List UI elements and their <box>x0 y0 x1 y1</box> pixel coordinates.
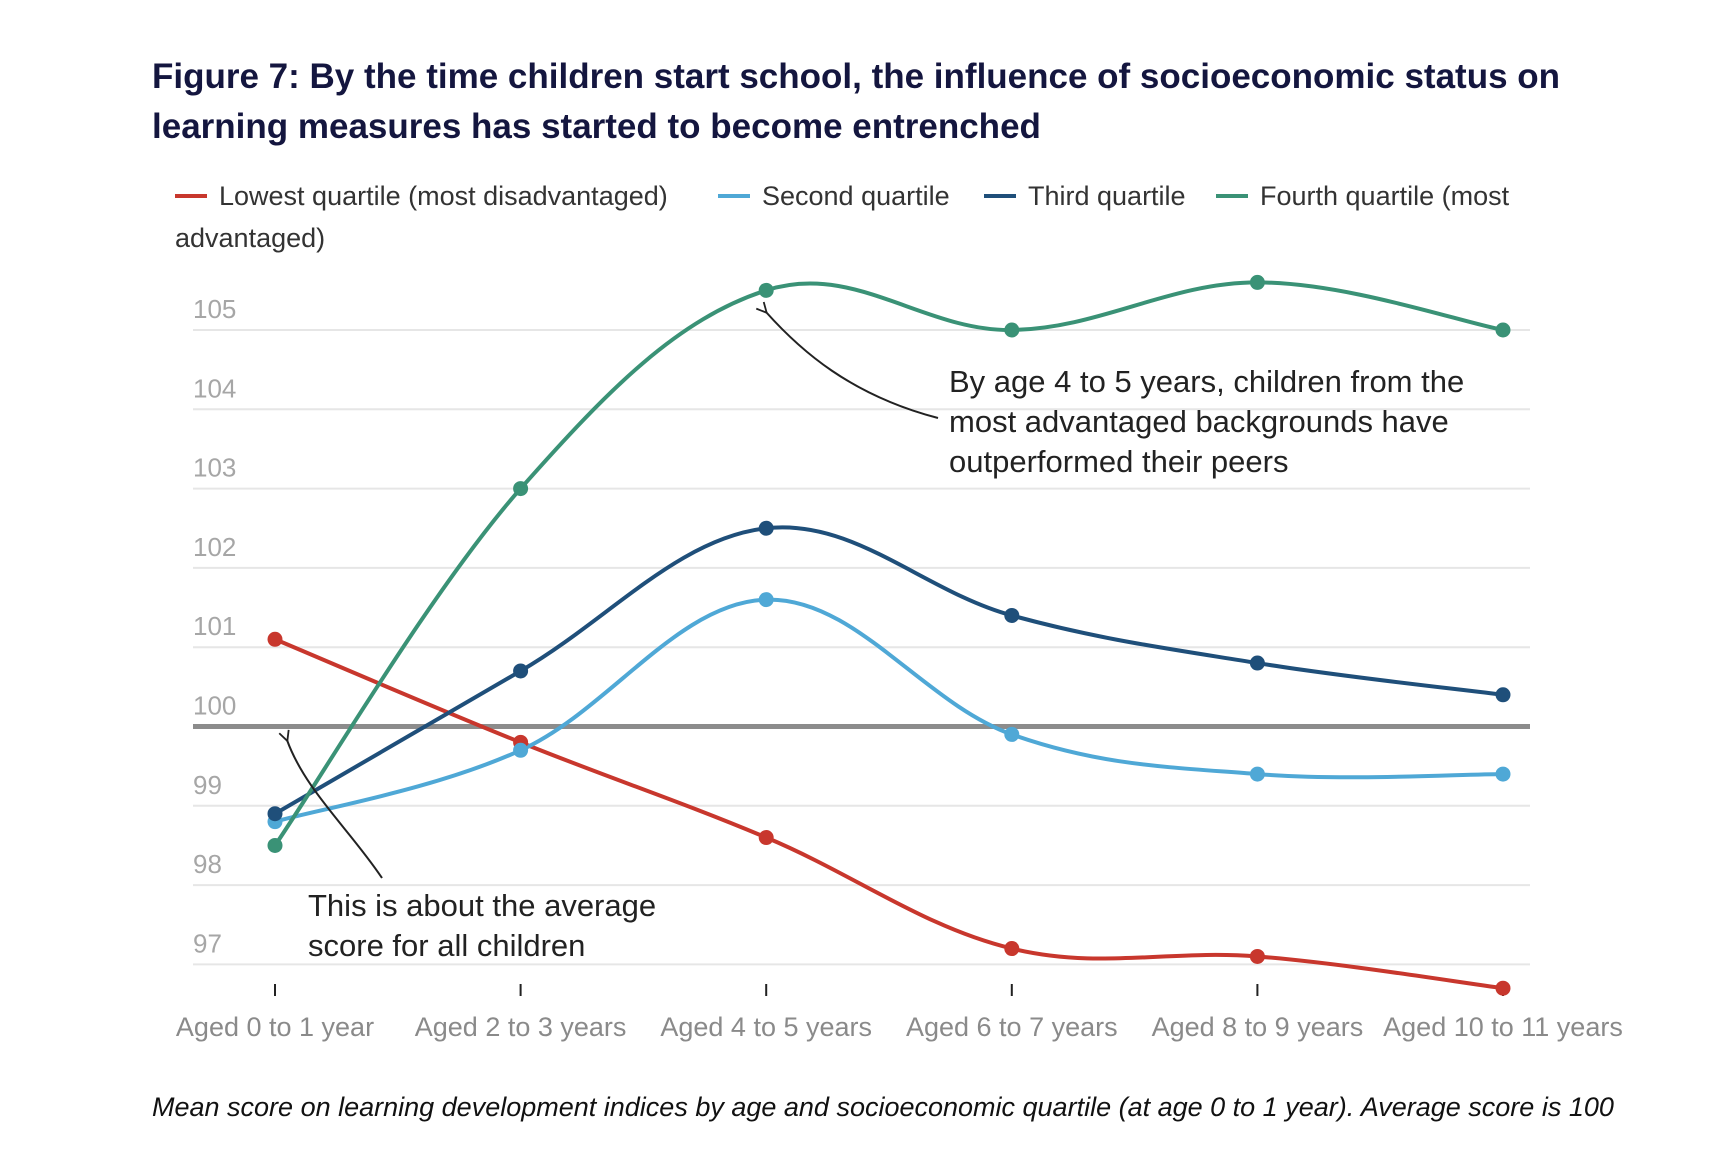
x-tick-label: Aged 4 to 5 years <box>660 1012 872 1042</box>
series-line-1 <box>273 597 1505 824</box>
y-axis: 97 98 99 100 101 102 103 104 105 <box>193 294 236 958</box>
data-point <box>1495 980 1511 996</box>
data-point <box>1249 655 1265 671</box>
data-point <box>1004 941 1020 957</box>
y-tick-label: 97 <box>193 928 222 958</box>
data-point <box>1495 322 1511 338</box>
chart-caption: Mean score on learning development indic… <box>152 1092 1614 1122</box>
y-tick-label: 100 <box>193 691 236 721</box>
data-point <box>758 830 774 846</box>
y-tick-label: 99 <box>193 770 222 800</box>
legend-label-wrap: advantaged) <box>175 223 325 253</box>
legend-label: Third quartile <box>1028 181 1186 211</box>
annotation-average: This is about the average score for all … <box>308 888 665 963</box>
data-point <box>758 520 774 536</box>
series-line-2 <box>273 525 1505 816</box>
series-line-0 <box>273 637 1505 991</box>
annotation-arrow-advantaged <box>766 312 939 419</box>
x-axis: Aged 0 to 1 year Aged 2 to 3 years Aged 4 … <box>176 984 1623 1042</box>
data-point <box>1249 274 1265 290</box>
data-point <box>1004 607 1020 623</box>
data-point <box>1004 726 1020 742</box>
data-point <box>1249 766 1265 782</box>
y-tick-label: 104 <box>193 373 236 403</box>
x-tick-label: Aged 0 to 1 year <box>176 1012 374 1042</box>
x-tick-label: Aged 2 to 3 years <box>415 1012 627 1042</box>
data-point <box>758 282 774 298</box>
data-point <box>758 592 774 608</box>
annotations: By age 4 to 5 years, children from the m… <box>287 312 1473 963</box>
y-tick-label: 105 <box>193 294 236 324</box>
data-points <box>267 274 1511 996</box>
series-lines <box>273 280 1505 991</box>
data-point <box>267 806 283 822</box>
y-tick-label: 101 <box>193 611 236 641</box>
data-point <box>513 663 529 679</box>
x-tick-label: Aged 10 to 11 years <box>1383 1012 1623 1042</box>
y-tick-label: 102 <box>193 532 236 562</box>
data-point <box>513 481 529 497</box>
chart-title: Figure 7: By the time children start sch… <box>152 57 1561 146</box>
annotation-arrow-average <box>287 740 383 879</box>
legend-label: Lowest quartile (most disadvantaged) <box>219 181 668 211</box>
data-point <box>267 631 283 647</box>
x-tick-label: Aged 8 to 9 years <box>1152 1012 1364 1042</box>
chart-legend: Lowest quartile (most disadvantaged) Seco… <box>175 181 1510 253</box>
data-point <box>1495 766 1511 782</box>
data-point <box>1495 687 1511 703</box>
legend-label: Second quartile <box>762 181 950 211</box>
data-point <box>1249 948 1265 964</box>
annotation-advantaged: By age 4 to 5 years, children from the m… <box>949 364 1473 479</box>
data-point <box>513 742 529 758</box>
data-point <box>267 837 283 853</box>
data-point <box>1004 322 1020 338</box>
grid-lines <box>193 329 1530 966</box>
y-tick-label: 98 <box>193 849 222 879</box>
y-tick-label: 103 <box>193 453 236 483</box>
legend-label: Fourth quartile (most <box>1260 181 1510 211</box>
x-tick-label: Aged 6 to 7 years <box>906 1012 1118 1042</box>
